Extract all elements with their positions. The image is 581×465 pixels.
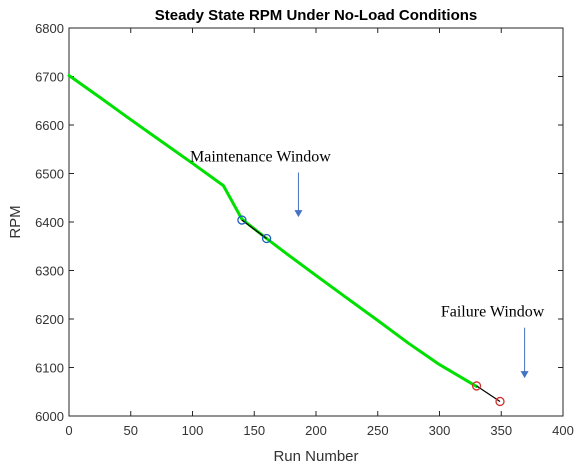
y-tick-label: 6000 bbox=[35, 409, 64, 424]
data-marker bbox=[261, 233, 272, 244]
x-tick-label: 200 bbox=[305, 423, 327, 438]
y-tick-label: 6100 bbox=[35, 361, 64, 376]
x-tick-label: 300 bbox=[429, 423, 451, 438]
series-line bbox=[67, 74, 478, 388]
y-tick-label: 6700 bbox=[35, 70, 64, 85]
y-axis-label: RPM bbox=[7, 205, 24, 238]
annotation-label: Failure Window bbox=[441, 304, 545, 321]
y-tick-label: 6200 bbox=[35, 312, 64, 327]
x-tick-label: 350 bbox=[490, 423, 512, 438]
data-marker bbox=[237, 215, 247, 225]
y-tick-label: 6400 bbox=[35, 215, 64, 230]
chart-title: Steady State RPM Under No-Load Condition… bbox=[155, 7, 478, 24]
x-tick-label: 100 bbox=[182, 423, 204, 438]
x-axis-label: Run Number bbox=[273, 448, 358, 465]
x-tick-label: 400 bbox=[552, 423, 574, 438]
x-tick-label: 0 bbox=[65, 423, 72, 438]
data-marker bbox=[471, 381, 482, 391]
data-marker bbox=[495, 396, 505, 407]
x-tick-label: 150 bbox=[243, 423, 265, 438]
y-tick-label: 6600 bbox=[35, 118, 64, 133]
plot-area: 0 50 100 150 200 250 300 350 400 6000 6100 6200 6300… bbox=[35, 21, 574, 438]
annotation-label: Maintenance Window bbox=[190, 149, 331, 166]
window-segment bbox=[241, 219, 267, 239]
annotation-arrow-head bbox=[520, 371, 529, 379]
y-tick-label: 6300 bbox=[35, 264, 64, 279]
y-tick-label: 6500 bbox=[35, 167, 64, 182]
x-tick-label: 250 bbox=[367, 423, 389, 438]
annotation-arrow-head bbox=[294, 210, 303, 218]
y-tick-label: 6800 bbox=[35, 21, 64, 36]
plot-frame bbox=[68, 27, 564, 417]
x-tick-label: 50 bbox=[124, 423, 138, 438]
window-segment bbox=[476, 385, 501, 402]
